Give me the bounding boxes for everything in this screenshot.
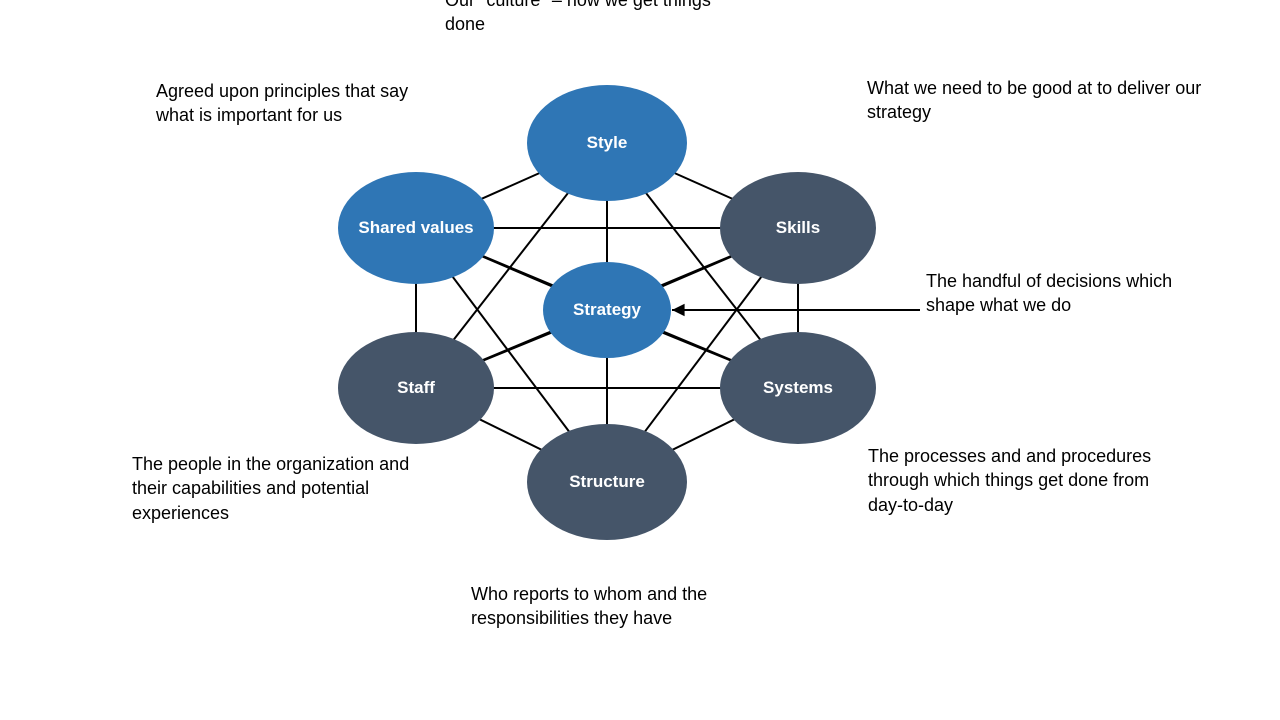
- caption-shared-values-text: Agreed upon principles that say what is …: [156, 81, 408, 125]
- node-shared-values: Shared values: [338, 172, 494, 284]
- node-staff-label: Staff: [397, 378, 435, 398]
- caption-shared-values: Agreed upon principles that say what is …: [156, 79, 416, 128]
- node-structure: Structure: [527, 424, 687, 540]
- caption-strategy-text: The handful of decisions which shape wha…: [926, 271, 1172, 315]
- node-skills-label: Skills: [776, 218, 820, 238]
- caption-structure: Who reports to whom and the responsibili…: [471, 582, 791, 631]
- node-strategy: Strategy: [543, 262, 671, 358]
- node-strategy-label: Strategy: [573, 300, 641, 320]
- caption-style: Our "culture" – how we get things done: [445, 0, 735, 37]
- diagram-stage: Style Shared values Skills Strategy Staf…: [0, 0, 1280, 720]
- caption-style-text: Our "culture" – how we get things done: [445, 0, 711, 34]
- caption-staff-text: The people in the organization and their…: [132, 454, 409, 523]
- caption-systems-text: The processes and and procedures through…: [868, 446, 1151, 515]
- caption-strategy: The handful of decisions which shape wha…: [926, 269, 1226, 318]
- caption-skills-text: What we need to be good at to deliver ou…: [867, 78, 1201, 122]
- node-shared-values-label: Shared values: [358, 218, 473, 238]
- node-skills: Skills: [720, 172, 876, 284]
- node-systems: Systems: [720, 332, 876, 444]
- caption-skills: What we need to be good at to deliver ou…: [867, 76, 1227, 125]
- caption-systems: The processes and and procedures through…: [868, 444, 1158, 517]
- caption-structure-text: Who reports to whom and the responsibili…: [471, 584, 707, 628]
- node-style-label: Style: [587, 133, 628, 153]
- caption-staff: The people in the organization and their…: [132, 452, 432, 525]
- node-structure-label: Structure: [569, 472, 645, 492]
- node-style: Style: [527, 85, 687, 201]
- node-staff: Staff: [338, 332, 494, 444]
- node-systems-label: Systems: [763, 378, 833, 398]
